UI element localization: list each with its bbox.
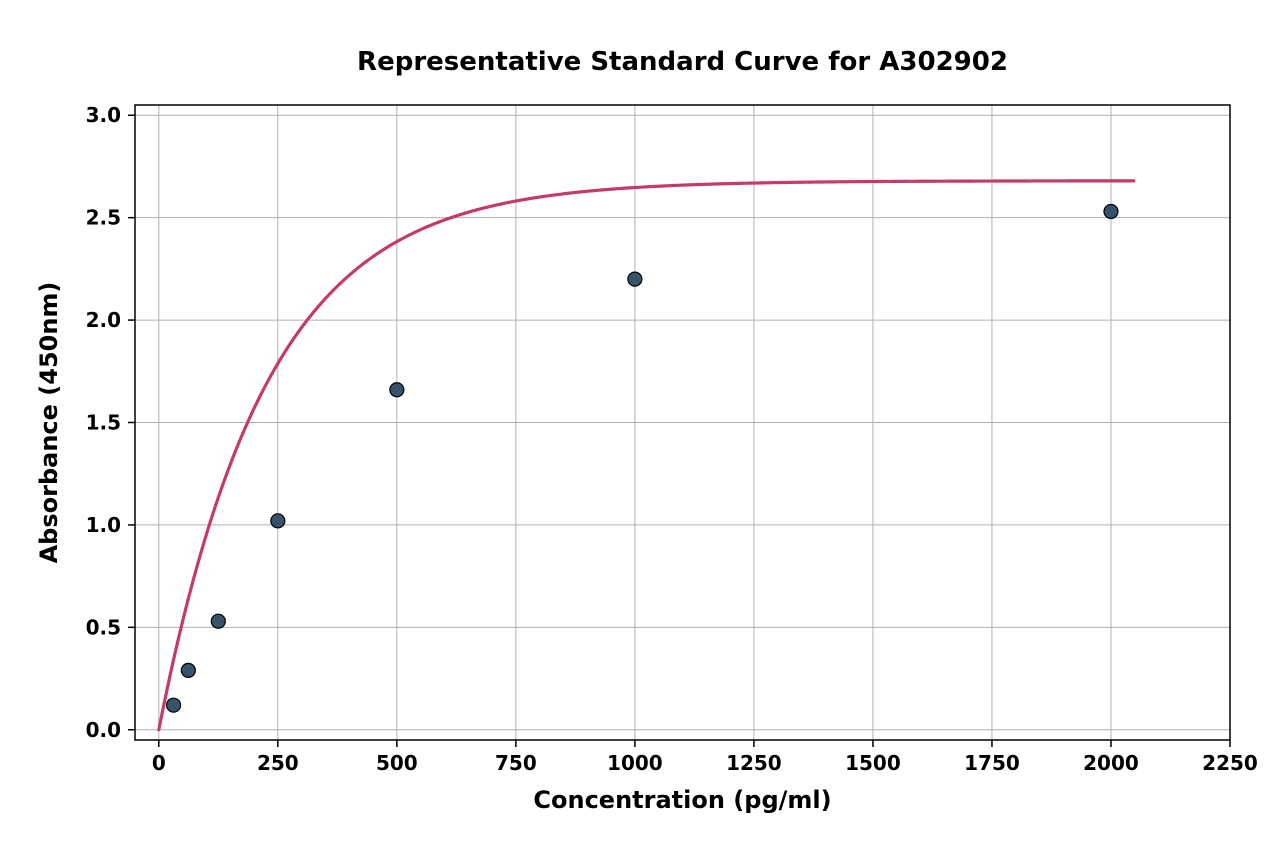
y-axis-label: Absorbance (450nm) [35, 282, 63, 564]
data-point [181, 663, 195, 677]
data-point [167, 698, 181, 712]
x-tick-label: 750 [495, 751, 537, 775]
y-tick-label: 3.0 [86, 103, 121, 127]
x-tick-label: 1750 [964, 751, 1020, 775]
data-point [390, 383, 404, 397]
y-tick-label: 1.5 [86, 411, 121, 435]
chart-title: Representative Standard Curve for A30290… [357, 47, 1008, 77]
x-tick-label: 0 [152, 751, 166, 775]
data-point [628, 272, 642, 286]
data-point [271, 514, 285, 528]
data-point [211, 614, 225, 628]
y-tick-label: 0.0 [86, 718, 121, 742]
x-tick-label: 1000 [607, 751, 663, 775]
x-tick-label: 250 [257, 751, 299, 775]
y-tick-label: 0.5 [86, 615, 121, 639]
y-tick-label: 1.0 [86, 513, 121, 537]
x-tick-label: 2250 [1202, 751, 1258, 775]
chart-container: 0 250 500 750 1000 1250 1500 1750 2000 2250 0.0 0.5… [0, 0, 1280, 845]
x-tick-label: 1250 [726, 751, 782, 775]
x-tick-label: 500 [376, 751, 418, 775]
y-tick-label: 2.0 [86, 308, 121, 332]
x-axis-label: Concentration (pg/ml) [533, 786, 831, 814]
standard-curve-chart: 0 250 500 750 1000 1250 1500 1750 2000 2250 0.0 0.5… [0, 0, 1280, 845]
data-point [1104, 205, 1118, 219]
x-tick-label: 1500 [845, 751, 901, 775]
y-tick-label: 2.5 [86, 206, 121, 230]
x-tick-label: 2000 [1083, 751, 1139, 775]
